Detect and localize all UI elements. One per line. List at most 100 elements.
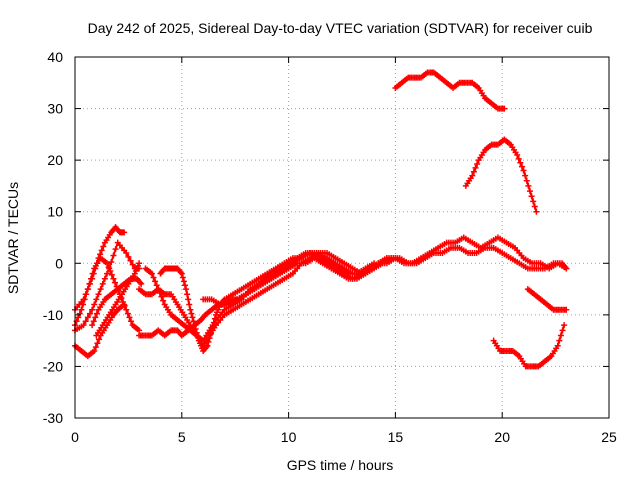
y-tick-label: -30 — [43, 410, 63, 426]
data-point — [183, 286, 190, 293]
axis-ticks: 0 5 10 15 20 25 -30 -20 -10 0 10 20 30 40 — [43, 49, 617, 445]
data-point — [89, 306, 96, 313]
data-points — [72, 69, 570, 370]
data-point — [75, 314, 82, 321]
data-point — [106, 265, 113, 272]
x-tick-label: 15 — [388, 429, 404, 445]
x-tick-label: 20 — [494, 429, 510, 445]
data-point — [155, 286, 162, 293]
data-point — [525, 182, 532, 189]
data-point — [514, 151, 521, 158]
data-point — [531, 203, 538, 210]
data-point — [557, 332, 564, 339]
data-point — [108, 271, 115, 278]
data-point — [97, 286, 104, 293]
data-point — [138, 280, 145, 287]
data-point — [563, 265, 570, 272]
data-point — [554, 342, 561, 349]
series-track-n — [490, 322, 568, 370]
data-point — [501, 105, 508, 112]
data-point — [190, 318, 197, 325]
x-tick-label: 10 — [281, 429, 297, 445]
data-point — [470, 168, 477, 175]
series-track-m — [462, 136, 540, 215]
data-point — [76, 310, 83, 317]
data-point — [518, 163, 525, 170]
series-track-d — [72, 239, 143, 334]
chart-title: Day 242 of 2025, Sidereal Day-to-day VTE… — [88, 20, 593, 36]
data-point — [530, 198, 537, 205]
series-track-f — [93, 260, 143, 339]
data-point — [191, 322, 198, 329]
y-tick-label: 40 — [47, 49, 63, 65]
x-tick-label: 5 — [178, 429, 186, 445]
data-point — [123, 306, 130, 313]
data-point — [86, 310, 93, 317]
data-point — [95, 291, 102, 298]
data-point — [127, 257, 134, 264]
data-point — [89, 275, 96, 282]
y-axis-label: SDTVAR / TECUs — [5, 182, 21, 294]
data-point — [192, 326, 199, 333]
data-point — [92, 265, 99, 272]
data-point — [104, 270, 111, 277]
data-point — [101, 275, 108, 282]
y-tick-label: 20 — [47, 152, 63, 168]
data-point — [121, 229, 128, 236]
data-point — [156, 289, 163, 296]
data-point — [205, 338, 212, 345]
data-point — [124, 310, 131, 317]
data-point — [392, 255, 399, 262]
data-point — [185, 296, 192, 303]
data-point — [186, 301, 193, 308]
data-point — [112, 279, 119, 286]
data-point — [108, 258, 115, 265]
data-point — [80, 322, 87, 329]
data-point — [187, 306, 194, 313]
data-point — [188, 310, 195, 317]
data-point — [99, 280, 106, 287]
data-point — [383, 255, 390, 262]
data-point — [128, 318, 135, 325]
data-point — [82, 291, 89, 298]
data-point — [515, 155, 522, 162]
data-point — [189, 314, 196, 321]
data-point — [563, 306, 570, 313]
data-point — [90, 270, 97, 277]
data-point — [469, 172, 476, 179]
data-point — [89, 322, 96, 329]
data-point — [93, 296, 100, 303]
data-point — [158, 293, 165, 300]
data-point — [517, 159, 524, 166]
plot-frame — [74, 56, 610, 419]
data-point — [82, 318, 89, 325]
data-point — [474, 161, 481, 168]
y-tick-label: 0 — [55, 255, 63, 271]
data-point — [182, 282, 189, 289]
data-point — [520, 167, 527, 174]
data-point — [556, 337, 563, 344]
data-point — [121, 302, 128, 309]
data-point — [136, 260, 143, 267]
data-point — [129, 261, 136, 268]
data-point — [96, 336, 103, 343]
x-axis-label: GPS time / hours — [287, 457, 394, 473]
data-point — [160, 297, 167, 304]
data-point — [204, 342, 211, 349]
data-point — [528, 193, 535, 200]
data-point — [91, 301, 98, 308]
data-point — [120, 298, 127, 305]
data-point — [472, 164, 479, 171]
data-point — [97, 251, 104, 258]
data-point — [561, 322, 568, 329]
data-point — [150, 274, 157, 281]
data-point — [98, 247, 105, 254]
data-point — [92, 314, 99, 321]
data-point — [84, 314, 91, 321]
data-point — [110, 275, 117, 282]
data-point — [93, 260, 100, 267]
data-point — [180, 278, 187, 285]
data-point — [179, 274, 186, 281]
